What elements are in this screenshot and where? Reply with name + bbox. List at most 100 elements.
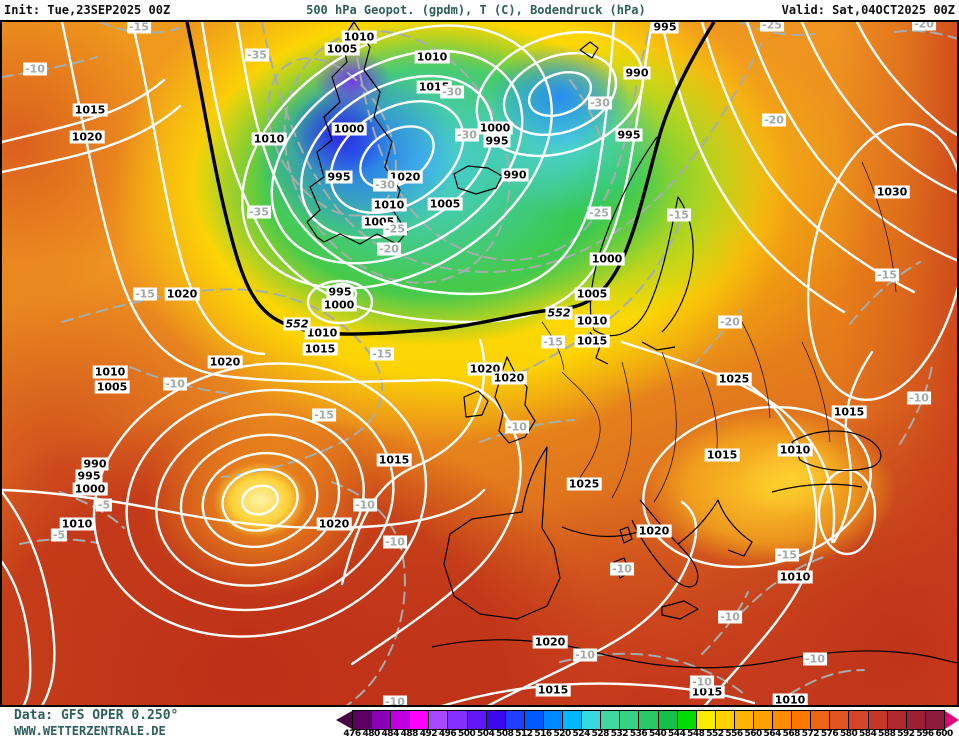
colorbar-segment (486, 710, 506, 729)
colorbar-segment (563, 710, 583, 729)
colorbar-segment (906, 710, 926, 729)
colorbar-segment (353, 710, 373, 729)
map-label-temperature: -20 (718, 315, 742, 329)
map-label-pressure: 1000 (331, 122, 367, 136)
map-label-pressure: 990 (501, 168, 529, 182)
colorbar-tick: 512 (515, 729, 533, 739)
colorbar-segment (887, 710, 907, 729)
map-label-temperature: -35 (247, 205, 271, 219)
map-label-pressure: 1015 (302, 342, 338, 356)
map-label-pressure: 1005 (94, 380, 130, 394)
map-label-temperature: -10 (690, 675, 714, 689)
colorbar-right-arrow (944, 710, 959, 729)
colorbar-segment (410, 710, 430, 729)
map-label-pressure: 1015 (689, 685, 725, 699)
map-label-pressure: 1020 (636, 524, 672, 538)
colorbar-tick: 580 (839, 729, 858, 739)
colorbar: 476 480 484 488 492 496 500 504 508 512 516 520 524 5… (336, 709, 959, 740)
map-label-pressure: 1010 (304, 326, 340, 340)
map-label-pressure: 1010 (414, 50, 450, 64)
colorbar-segment (773, 710, 793, 729)
map-label-pressure: 995 (651, 20, 679, 34)
map-label-temperature: -15 (667, 208, 691, 222)
colorbar-tick: 592 (897, 729, 915, 739)
colorbar-segment (448, 710, 468, 729)
map-label-temperature: -25 (587, 206, 611, 220)
map-label-temperature: -15 (875, 268, 899, 282)
map-label-pressure: 995 (326, 285, 354, 299)
colorbar-segment (582, 710, 602, 729)
colorbar-tick: 548 (687, 729, 705, 739)
map-label-pressure: 1025 (716, 372, 752, 386)
isobar-lines (2, 22, 957, 705)
map-label-temperature: -10 (163, 377, 187, 391)
map-label-pressure: 995 (483, 134, 511, 148)
map-label-temperature: -20 (912, 22, 936, 31)
colorbar-segment (505, 710, 525, 729)
map-label-pressure: 1015 (535, 683, 571, 697)
map-label-pressure: 1010 (251, 132, 287, 146)
colorbar-tick: 600 (935, 729, 953, 739)
map-label-temperature: -10 (505, 420, 529, 434)
colorbar-tick: 536 (629, 729, 648, 739)
colorbar-segment (639, 710, 659, 729)
map-label-pressure: 1000 (589, 252, 625, 266)
colorbar-segment (391, 710, 411, 729)
map-label-temperature: -10 (907, 391, 931, 405)
map-label-pressure: 995 (75, 469, 103, 483)
map-label-temperature: -15 (127, 20, 151, 34)
colorbar-tick: 484 (381, 729, 400, 739)
colorbar-tick: 552 (706, 729, 724, 739)
map-label-pressure: 1000 (72, 482, 108, 496)
map-label-temperature: -10 (803, 652, 827, 666)
map-label-pressure: 1005 (324, 42, 360, 56)
map-label-pressure: 1020 (316, 517, 352, 531)
map-label-temperature: -15 (775, 548, 799, 562)
colorbar-tick: 532 (610, 729, 629, 739)
colorbar-tick: 568 (782, 729, 801, 739)
map-label-temperature: -30 (373, 178, 397, 192)
colorbar-tick: 572 (801, 729, 820, 739)
colorbar-segment (811, 710, 831, 729)
map-label-pressure: 1020 (164, 287, 200, 301)
map-label-temperature: -25 (760, 20, 784, 32)
map-label-pressure: 1020 (69, 130, 105, 144)
map-label-geopotential: 552 (283, 317, 311, 331)
map-label-temperature: -30 (588, 96, 612, 110)
colorbar-tick: 556 (725, 729, 743, 739)
colorbar-segment (925, 710, 944, 729)
map-label-pressure: 1015 (574, 334, 610, 348)
map-label-pressure: 1010 (92, 365, 128, 379)
colorbar-segment (868, 710, 888, 729)
map-label-pressure: 1020 (491, 371, 527, 385)
geopotential-552-contour (185, 22, 716, 336)
colorbar-segment (792, 710, 812, 729)
map-label-pressure: 995 (325, 170, 353, 184)
map-label-temperature: -15 (370, 347, 394, 361)
map-label-temperature: -20 (377, 242, 401, 256)
colorbar-tick: 508 (496, 729, 514, 739)
map-contours-svg (2, 22, 957, 705)
map-label-temperature: -10 (610, 562, 634, 576)
colorbar-segments (352, 709, 945, 730)
colorbar-tick: 540 (648, 729, 667, 739)
map-label-temperature: -35 (245, 48, 269, 62)
colorbar-segment (849, 710, 869, 729)
map-label-pressure: 1015 (72, 103, 108, 117)
colorbar-tick: 496 (438, 729, 457, 739)
map-label-temperature: -10 (353, 498, 377, 512)
chart-title: 500 hPa Geopot. (gpdm), T (C), Bodendruc… (306, 3, 646, 17)
colorbar-segment (543, 710, 564, 729)
colorbar-tick: 516 (534, 729, 552, 739)
map-label-pressure: 1015 (831, 405, 867, 419)
valid-time-label: Valid: Sat,04OCT2025 00Z (781, 3, 955, 17)
map-label-temperature: -10 (23, 62, 47, 76)
colorbar-tick: 544 (668, 729, 686, 739)
map-label-temperature: -20 (762, 113, 786, 127)
colorbar-segment (467, 710, 487, 729)
map-label-pressure: 990 (81, 457, 109, 471)
map-label-pressure: 1015 (376, 453, 412, 467)
colorbar-tick: 480 (362, 729, 380, 739)
map-label-temperature: -30 (455, 128, 479, 142)
